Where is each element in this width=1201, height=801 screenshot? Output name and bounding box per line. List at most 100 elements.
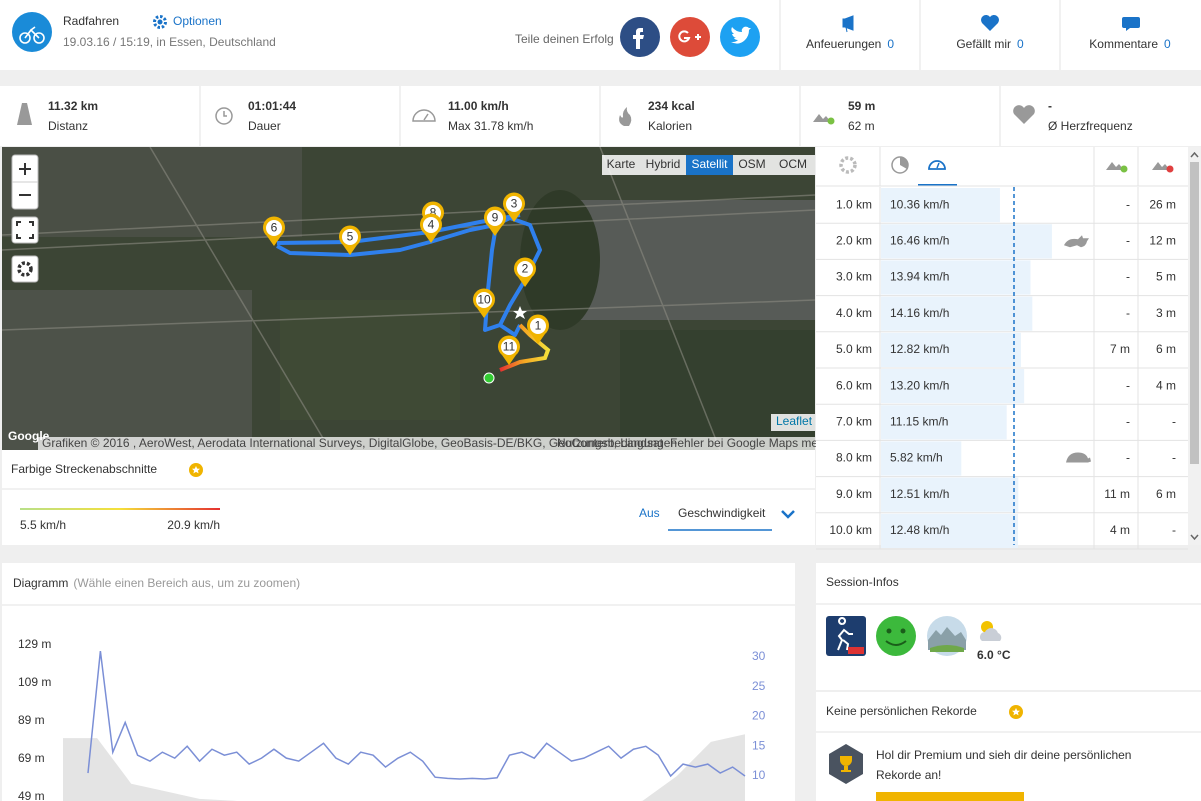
records-text: Hol dir Premium und sieh dir deine persö… (876, 748, 1131, 762)
stat-label: Ø Herzfrequenz (1048, 119, 1133, 133)
marker-label: 4 (428, 218, 435, 232)
social-counter[interactable]: Anfeuerungen 0 (806, 37, 894, 51)
gradient-max: 20.9 km/h (167, 518, 220, 532)
off-option[interactable]: Aus (639, 506, 660, 520)
split-ascent: - (1126, 306, 1130, 320)
marker-label: 9 (492, 211, 499, 225)
y-tick-label: 69 m (18, 751, 45, 765)
social-counter[interactable]: Kommentare 0 (1089, 37, 1171, 51)
layer-button[interactable] (686, 155, 733, 175)
subtitle: 19.03.16 / 15:19, in Essen, Deutschland (63, 35, 276, 49)
marker-face (530, 318, 546, 334)
layer-button[interactable] (771, 155, 815, 175)
layer-button[interactable] (733, 155, 771, 175)
cheer-icon (842, 15, 854, 33)
stat-label: Max 31.78 km/h (448, 119, 533, 133)
segments-title: Farbige Streckenabschnitte (11, 462, 157, 476)
layer-button[interactable] (640, 155, 686, 175)
fullscreen-button[interactable] (11, 216, 39, 244)
report-link[interactable]: Fehler bei Google Maps melden (670, 436, 841, 450)
dropdown-chevron[interactable] (781, 510, 795, 519)
premium-button[interactable] (876, 792, 1024, 801)
stat-value: 234 kcal (648, 99, 695, 113)
speed-gradient (20, 508, 220, 510)
split-speed: 13.94 km/h (890, 270, 949, 284)
split-descent: 4 m (1156, 378, 1176, 392)
y-tick-label: 49 m (18, 789, 45, 801)
layer-label[interactable]: OSM (738, 157, 765, 171)
speed-bar (881, 513, 1019, 548)
gradient-min: 5.5 km/h (20, 518, 66, 532)
twitter-button[interactable] (720, 17, 760, 57)
social-count: 0 (887, 37, 894, 51)
split-descent: 5 m (1156, 270, 1176, 284)
stat-label: 62 m (848, 119, 875, 133)
google-logo: Google (8, 429, 50, 443)
mode-select[interactable]: Geschwindigkeit (678, 506, 766, 520)
split-descent: 12 m (1149, 233, 1176, 247)
scroll-arrows[interactable] (1190, 151, 1199, 541)
route-end (499, 323, 551, 372)
start-point (483, 372, 495, 384)
marker-label: 6 (271, 221, 278, 235)
layer-label[interactable]: Hybrid (646, 157, 681, 171)
split-speed: 12.51 km/h (890, 487, 949, 501)
options[interactable]: Optionen (173, 14, 222, 28)
session-title: Session-Infos (826, 575, 899, 589)
marker-face (487, 210, 503, 226)
y2-tick-label: 30 (752, 649, 766, 663)
diagram-heading: Diagramm (Wähle einen Bereich aus, um zu … (13, 576, 300, 590)
segments-panel (2, 450, 815, 545)
surface-icon (927, 616, 967, 656)
map-settings-button[interactable] (11, 255, 39, 283)
split-descent: 3 m (1156, 306, 1176, 320)
marker-face (501, 339, 517, 355)
fastest-icon (1064, 235, 1089, 248)
facebook-button[interactable] (620, 17, 660, 57)
speed-bar (881, 296, 1033, 331)
split-ascent: 7 m (1110, 342, 1130, 356)
split-speed: 12.48 km/h (890, 523, 949, 537)
split-ascent: - (1126, 378, 1130, 392)
marker-face (517, 261, 533, 277)
zoom-control (11, 154, 39, 210)
y2-tick-label: 15 (752, 738, 766, 752)
temperature: 6.0 °C (977, 648, 1011, 662)
elevation-area (63, 734, 745, 801)
stat-value: 11.32 km (48, 99, 98, 113)
speed-bar (881, 224, 1052, 259)
y2-tick-label: 20 (752, 709, 766, 723)
layer-label[interactable]: Satellit (691, 157, 728, 171)
marker-face (506, 196, 522, 212)
split-km: 9.0 km (836, 487, 872, 501)
split-km: 5.0 km (836, 342, 872, 356)
zoom-in[interactable] (19, 163, 31, 175)
scroll-thumb[interactable] (1190, 162, 1199, 464)
layer-label[interactable]: OCM (779, 157, 807, 171)
stat-value: 11.00 km/h (448, 99, 509, 113)
split-speed: 16.46 km/h (890, 233, 949, 247)
layer-label[interactable]: Karte (607, 157, 636, 171)
speed-bar (881, 369, 1025, 404)
marker-face (266, 220, 282, 236)
split-km: 8.0 km (836, 451, 872, 465)
google-plus-button[interactable] (670, 17, 710, 57)
split-speed: 11.15 km/h (890, 414, 948, 428)
split-ascent: 11 m (1104, 487, 1130, 501)
terms-link[interactable]: Nutzungsbedingungen (557, 436, 677, 450)
social-counter[interactable]: Gefällt mir 0 (956, 37, 1024, 51)
options-link[interactable]: Optionen (153, 14, 222, 29)
marker-label: 8 (430, 206, 437, 220)
marker-label: 1 (535, 319, 542, 333)
speed-bar (881, 441, 962, 476)
split-speed: 12.82 km/h (890, 342, 949, 356)
split-speed: 5.82 km/h (890, 451, 943, 465)
comment-icon (1122, 17, 1140, 31)
records-title: Keine persönlichen Rekorde (826, 704, 977, 718)
split-descent: 6 m (1156, 487, 1176, 501)
leaflet-link[interactable]: Leaflet (776, 414, 813, 428)
layer-button[interactable] (602, 155, 640, 175)
